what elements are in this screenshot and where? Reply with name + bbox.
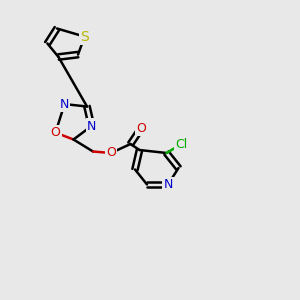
- Text: O: O: [136, 122, 146, 135]
- Text: N: N: [60, 98, 69, 111]
- Text: O: O: [106, 146, 116, 160]
- Text: S: S: [80, 30, 89, 44]
- Text: Cl: Cl: [176, 137, 188, 151]
- Text: O: O: [51, 126, 60, 139]
- Text: N: N: [163, 178, 173, 191]
- Text: N: N: [87, 119, 96, 133]
